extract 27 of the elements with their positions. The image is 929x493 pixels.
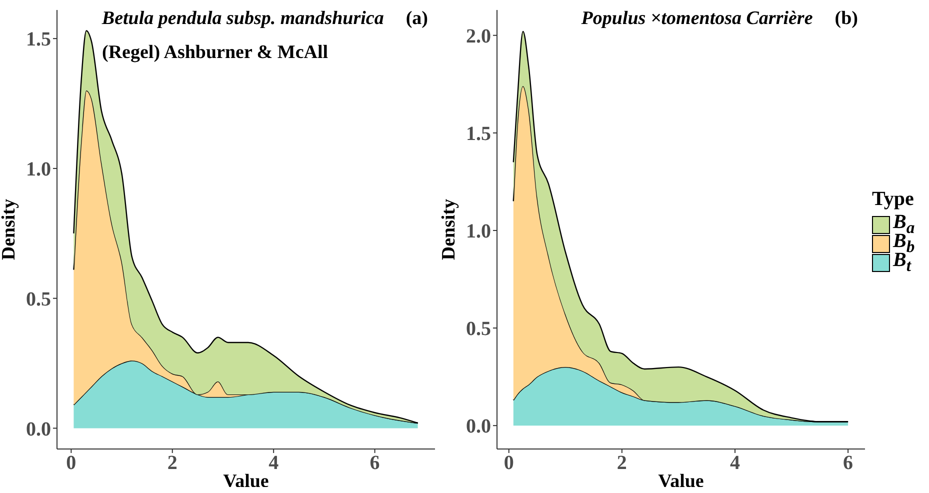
annotation: (b) xyxy=(834,8,858,30)
x-axis-title: Value xyxy=(223,471,269,492)
y-tick-label: 2.0 xyxy=(466,25,491,48)
y-axis-title: Density xyxy=(0,198,20,260)
x-axis-title: Value xyxy=(658,471,704,492)
annotation: (a) xyxy=(406,8,428,30)
y-tick-label: 0.0 xyxy=(26,418,51,440)
x-tick-label: 4 xyxy=(268,452,279,474)
y-axis-title: Density xyxy=(438,198,460,260)
x-tick-label: 0 xyxy=(66,452,76,474)
text: (Regel) Ashburner & McAll xyxy=(102,42,328,64)
x-tick-label: 0 xyxy=(504,452,514,474)
chart-title: Betula pendula subsp. mandshurica xyxy=(102,8,384,29)
y-tick-label: 0.5 xyxy=(466,318,491,340)
y-tick-label: 1.0 xyxy=(26,158,51,181)
y-tick-label: 0.0 xyxy=(466,416,491,438)
x-tick-label: 2 xyxy=(167,452,178,474)
y-tick-label: 1.5 xyxy=(26,28,51,51)
y-tick-label: 1.5 xyxy=(466,123,491,146)
x-tick-label: 6 xyxy=(370,452,380,474)
legend-title: Type xyxy=(872,188,915,211)
x-tick-label: 4 xyxy=(730,452,740,474)
chart-title: Populus ×tomentosa Carrière xyxy=(581,8,813,29)
y-tick-label: 1.0 xyxy=(466,220,491,243)
y-tick-label: 0.5 xyxy=(26,288,51,310)
x-tick-label: 2 xyxy=(616,452,627,474)
x-tick-label: 6 xyxy=(843,452,854,474)
